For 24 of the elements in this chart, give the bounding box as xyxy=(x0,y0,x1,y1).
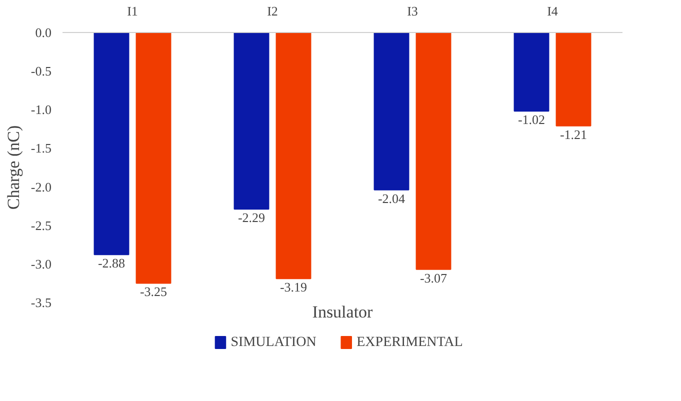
x-tick-label: I3 xyxy=(407,4,418,18)
y-tick-label: -2.5 xyxy=(30,218,52,233)
y-tick-label: 0.0 xyxy=(35,25,52,40)
y-tick-label: -0.5 xyxy=(30,64,52,79)
y-tick-label: -1.5 xyxy=(30,140,52,156)
y-tick-label: -1.0 xyxy=(30,102,52,118)
y-tick-label: -3.0 xyxy=(30,256,52,272)
y-tick-label: -3.5 xyxy=(30,295,52,310)
data-label: -3.25 xyxy=(140,284,168,300)
data-label: -2.88 xyxy=(98,256,126,271)
data-label: -2.29 xyxy=(238,210,266,226)
legend-label: EXPERIMENTAL xyxy=(356,335,463,350)
data-label: -1.21 xyxy=(560,126,588,142)
x-tick-label: I2 xyxy=(267,4,278,18)
data-label: -3.19 xyxy=(280,280,308,295)
x-tick-label: I4 xyxy=(547,4,558,18)
legend-label: SIMULATION xyxy=(230,335,316,350)
x-axis-title: Insulator xyxy=(312,302,374,322)
data-label: -1.02 xyxy=(518,112,546,128)
data-label: -2.04 xyxy=(378,190,406,206)
data-label: -3.07 xyxy=(420,270,448,286)
y-tick-label: -2.0 xyxy=(30,179,52,194)
y-axis-title: Charge (nC) xyxy=(4,125,23,210)
x-tick-label: I1 xyxy=(127,4,138,18)
